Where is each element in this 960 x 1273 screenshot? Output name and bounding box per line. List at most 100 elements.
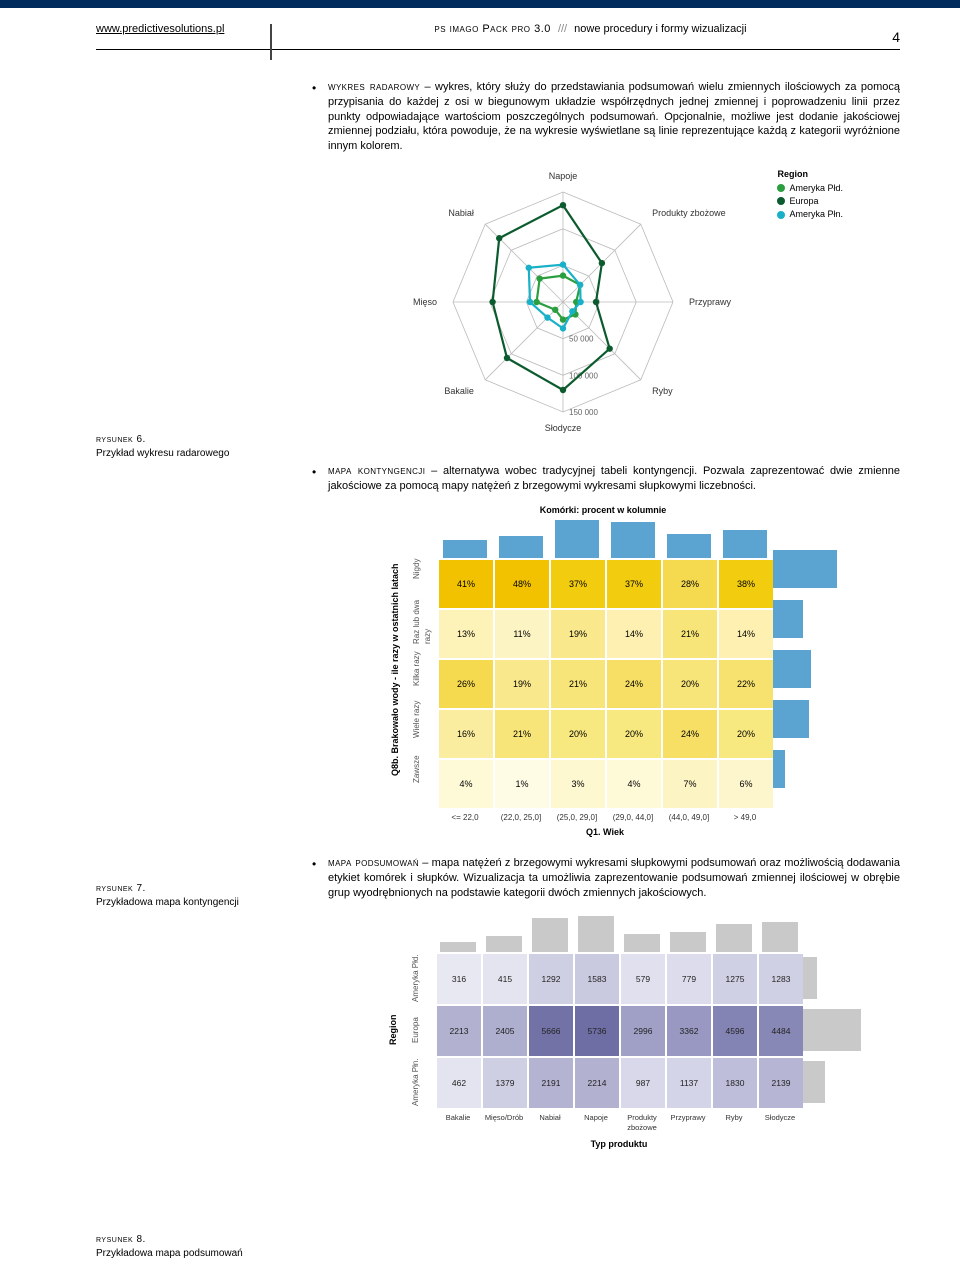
legend-label: Ameryka Płd.	[789, 182, 843, 194]
page-header: www.predictivesolutions.pl ps imago Pack…	[0, 8, 960, 43]
cont-right-bar	[773, 744, 837, 794]
page-number: 4	[892, 28, 900, 47]
brand-name: ps imago Pack pro 3.0	[434, 23, 550, 35]
sum-col-label: Bakalie	[435, 1113, 481, 1133]
sum-cell: 2996	[620, 1005, 666, 1057]
cont-cell: 20%	[718, 709, 774, 759]
cont-cell: 4%	[606, 759, 662, 809]
sum-cell: 2191	[528, 1057, 574, 1109]
cont-top-bar	[717, 530, 773, 558]
sum-cell: 4484	[758, 1005, 804, 1057]
cont-cell: 24%	[606, 659, 662, 709]
sum-cell: 2139	[758, 1057, 804, 1109]
cont-top-bar	[661, 534, 717, 558]
caption-number: rysunek 8.	[96, 1234, 146, 1245]
legend-dot	[777, 197, 785, 205]
cont-cell: 14%	[606, 609, 662, 659]
sum-cell: 3362	[666, 1005, 712, 1057]
sum-col-label: Słodycze	[757, 1113, 803, 1133]
sum-table: 3164151292158357977912751283221324055666…	[435, 952, 805, 1110]
cont-top-bar	[437, 540, 493, 558]
sum-row-label: Europa	[411, 1004, 422, 1056]
cont-cell: 3%	[550, 759, 606, 809]
cont-right-bar	[773, 694, 837, 744]
cont-cell: 38%	[718, 559, 774, 609]
legend-item: Ameryka Płn.	[777, 208, 843, 220]
header-title-block: ps imago Pack pro 3.0 /// nowe procedury…	[434, 22, 746, 37]
cont-row-label: Kilka razy	[412, 644, 423, 694]
radar-legend: Region Ameryka Płd.EuropaAmeryka Płn.	[777, 168, 843, 222]
sum-col-label: Produkty zbożowe	[619, 1113, 665, 1133]
cont-cell: 11%	[494, 609, 550, 659]
cont-top-bar	[605, 522, 661, 558]
legend-dot	[777, 211, 785, 219]
cont-cell: 24%	[662, 709, 718, 759]
sum-row-label: Ameryka Płd.	[411, 952, 422, 1004]
sum-x-axis-label: Typ produktu	[435, 1138, 803, 1150]
cont-top-bar	[493, 536, 549, 558]
sum-cell: 1292	[528, 953, 574, 1005]
cont-table: 41%48%37%37%28%38%13%11%19%14%21%14%26%1…	[437, 558, 775, 810]
sum-cell: 779	[666, 953, 712, 1005]
cont-right-bar	[773, 544, 837, 594]
header-url[interactable]: www.predictivesolutions.pl	[96, 22, 224, 37]
cont-cell: 48%	[494, 559, 550, 609]
sum-right-bar	[803, 1056, 861, 1108]
bullet-sum-lead: mapa podsumowań	[328, 857, 419, 869]
figure-caption: rysunek 8. Przykładowa mapa podsumowań	[96, 1233, 243, 1261]
figure-caption: rysunek 7.Przykładowa mapa kontyngencji	[96, 882, 239, 910]
header-subtitle: nowe procedury i formy wizualizacji	[574, 23, 746, 35]
legend-label: Ameryka Płn.	[789, 208, 843, 220]
sum-top-bars	[435, 910, 833, 952]
sum-cell: 2214	[574, 1057, 620, 1109]
cont-y-axis-label: Q8b. Brakowało wody - ile razy w ostatni…	[389, 544, 401, 796]
legend-label: Europa	[789, 195, 818, 207]
svg-text:50 000: 50 000	[569, 335, 594, 344]
cont-title: Komórki: procent w kolumnie	[383, 504, 823, 516]
cont-row-label: Raz lub dwa razy	[412, 594, 434, 644]
bullet-radar-lead: wykres radarowy	[328, 81, 420, 93]
legend-item: Europa	[777, 195, 843, 207]
cont-cell: 37%	[606, 559, 662, 609]
sum-top-bar	[711, 924, 757, 952]
cont-cell: 4%	[438, 759, 494, 809]
sum-col-label: Napoje	[573, 1113, 619, 1133]
svg-text:Napoje: Napoje	[549, 171, 578, 181]
cont-right-bar	[773, 594, 837, 644]
sum-cell: 1830	[712, 1057, 758, 1109]
caption-text: Przykładowa mapa kontyngencji	[96, 897, 239, 908]
cont-x-labels: <= 22,0(22,0, 25,0](25,0, 29,0](29,0, 44…	[437, 813, 823, 824]
cont-col-label: (29,0, 44,0]	[605, 813, 661, 824]
sum-row-label: Ameryka Płn.	[411, 1056, 422, 1108]
sum-cell: 1583	[574, 953, 620, 1005]
svg-text:Ryby: Ryby	[652, 386, 673, 396]
cont-right-bar	[773, 644, 837, 694]
sum-top-bar	[665, 932, 711, 952]
sum-cell: 5736	[574, 1005, 620, 1057]
sum-cell: 2405	[482, 1005, 528, 1057]
cont-cell: 20%	[606, 709, 662, 759]
cont-row-label: Zawsze	[412, 744, 423, 794]
cont-col-label: (44,0, 49,0]	[661, 813, 717, 824]
caption-text: Przykładowa mapa podsumowań	[96, 1248, 243, 1259]
sum-col-label: Nabiał	[527, 1113, 573, 1133]
cont-cell: 21%	[494, 709, 550, 759]
cont-cell: 16%	[438, 709, 494, 759]
sum-cell: 1137	[666, 1057, 712, 1109]
cont-cell: 13%	[438, 609, 494, 659]
svg-text:Nabiał: Nabiał	[448, 208, 474, 218]
cont-row-labels: NigdyRaz lub dwa razyKilka razyWiele raz…	[412, 544, 434, 794]
bullet-cont-lead: mapa kontyngencji	[328, 465, 425, 477]
sum-top-bar	[527, 918, 573, 952]
bullet-contingency: mapa kontyngencji – alternatywa wobec tr…	[306, 464, 900, 494]
sum-top-bar	[619, 934, 665, 952]
sum-cell: 987	[620, 1057, 666, 1109]
top-accent-bar	[0, 0, 960, 8]
cont-cell: 1%	[494, 759, 550, 809]
sum-top-bar	[435, 942, 481, 952]
cont-col-label: <= 22,0	[437, 813, 493, 824]
sum-right-bar	[803, 952, 861, 1004]
cont-cell: 20%	[550, 709, 606, 759]
cont-row-label: Wiele razy	[412, 694, 423, 744]
sum-right-bars	[803, 952, 861, 1108]
